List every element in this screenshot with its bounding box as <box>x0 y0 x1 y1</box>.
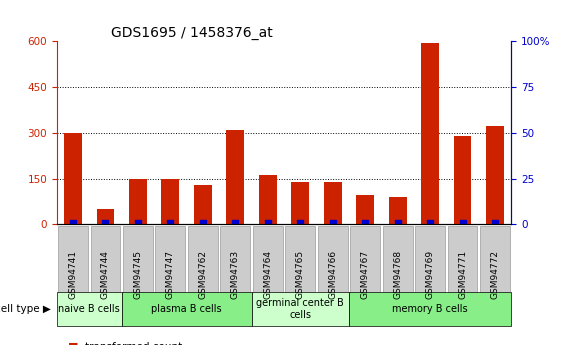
Text: GSM94744: GSM94744 <box>101 250 110 299</box>
Text: GSM94763: GSM94763 <box>231 250 240 299</box>
Point <box>296 220 305 226</box>
Text: GSM94767: GSM94767 <box>361 250 370 299</box>
Text: germinal center B
cells: germinal center B cells <box>256 298 344 319</box>
Text: GSM94765: GSM94765 <box>296 250 304 299</box>
Point <box>198 220 207 226</box>
Bar <box>291 181 309 224</box>
Text: naive B cells: naive B cells <box>59 304 120 314</box>
Text: GSM94769: GSM94769 <box>425 250 435 299</box>
Text: GSM94747: GSM94747 <box>166 250 175 299</box>
Point <box>393 220 402 226</box>
Text: GSM94771: GSM94771 <box>458 250 467 299</box>
Text: GSM94745: GSM94745 <box>133 250 143 299</box>
Point <box>490 220 499 225</box>
Text: memory B cells: memory B cells <box>392 304 468 314</box>
Bar <box>97 209 114 224</box>
Text: GSM94764: GSM94764 <box>264 250 272 299</box>
Point <box>361 220 370 226</box>
Point <box>328 220 337 226</box>
Point <box>458 220 467 225</box>
Bar <box>161 179 179 224</box>
Bar <box>324 182 341 224</box>
Point <box>425 220 435 225</box>
Text: ■: ■ <box>68 342 78 345</box>
Text: transformed count: transformed count <box>85 342 182 345</box>
Bar <box>454 136 471 224</box>
Text: GSM94768: GSM94768 <box>393 250 402 299</box>
Text: GDS1695 / 1458376_at: GDS1695 / 1458376_at <box>111 26 273 40</box>
Point <box>69 220 78 225</box>
Point <box>101 220 110 226</box>
Text: GSM94766: GSM94766 <box>328 250 337 299</box>
Bar <box>259 175 277 224</box>
Point <box>166 220 175 226</box>
Bar <box>389 197 407 224</box>
Bar <box>194 185 212 224</box>
Text: GSM94772: GSM94772 <box>491 250 499 299</box>
Text: cell type ▶: cell type ▶ <box>0 304 51 314</box>
Bar <box>356 195 374 224</box>
Bar <box>421 43 439 224</box>
Bar <box>227 130 244 224</box>
Point <box>133 220 143 226</box>
Point <box>231 220 240 225</box>
Text: GSM94741: GSM94741 <box>69 250 77 299</box>
Text: GSM94762: GSM94762 <box>198 250 207 299</box>
Point <box>263 220 272 226</box>
Text: plasma B cells: plasma B cells <box>151 304 222 314</box>
Bar <box>64 133 82 224</box>
Bar <box>486 126 504 224</box>
Bar <box>129 179 147 224</box>
